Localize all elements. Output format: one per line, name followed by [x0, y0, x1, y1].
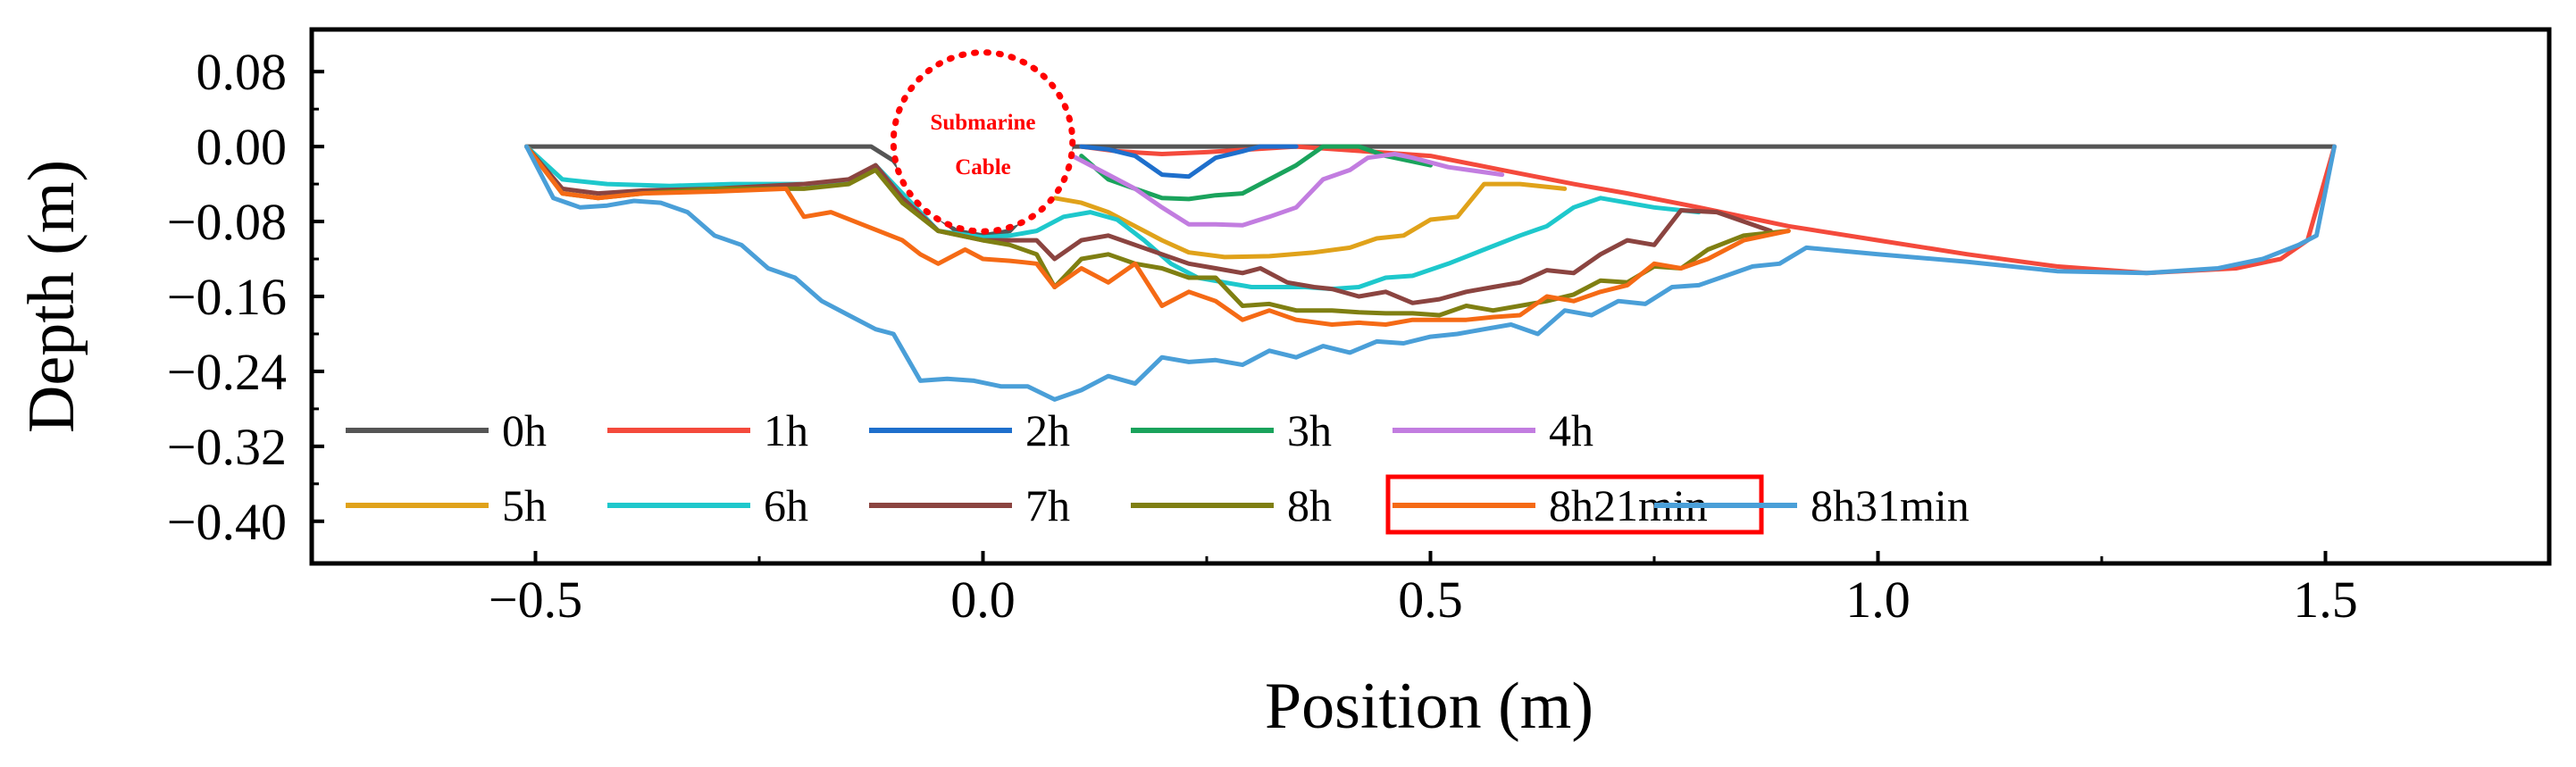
annotation-layer: Submarine Cable [890, 49, 1076, 235]
series-line-10 [524, 144, 2337, 402]
legend-label-10: 8h31min [1811, 480, 1970, 530]
y-tick-label: −0.08 [167, 193, 287, 251]
x-tick-label: 1.5 [2293, 571, 2358, 629]
cable-annotation-label: Submarine [930, 111, 1035, 135]
series-line-7 [524, 144, 1773, 305]
legend-label-5: 5h [502, 480, 547, 530]
y-tick-label: 0.08 [197, 43, 288, 101]
series-line-6 [524, 144, 1702, 292]
series-line-9 [524, 144, 1791, 327]
y-axis-title: Depth (m) [15, 160, 88, 433]
axis-ticks: −0.5 0.0 0.5 1.0 1.5 0.08 0.00 −0.08 −0.16 −0.24 −… [167, 43, 2551, 629]
legend-label-7: 7h [1025, 480, 1070, 530]
legend-label-0: 0h [502, 405, 547, 455]
series-layer [524, 144, 2337, 402]
legend-label-8: 8h [1287, 480, 1332, 530]
y-tick-label: −0.24 [167, 343, 287, 401]
series-line-2 [1079, 144, 1299, 179]
series-line-4 [1070, 152, 1505, 228]
legend-label-2: 2h [1025, 405, 1070, 455]
y-tick-label: 0.00 [197, 118, 288, 176]
y-tick-label: −0.40 [167, 493, 287, 551]
x-tick-label: 1.0 [1845, 571, 1911, 629]
cable-annotation-circle [890, 49, 1076, 235]
series-line-8 [524, 144, 1791, 318]
legend-label-1: 1h [764, 405, 808, 455]
x-tick-label: 0.5 [1398, 571, 1463, 629]
x-axis-title: Position (m) [1265, 670, 1593, 743]
cable-annotation-label: Cable [955, 155, 1011, 179]
series-line-5 [981, 181, 1568, 260]
x-tick-label: −0.5 [489, 571, 582, 629]
y-tick-label: −0.32 [167, 418, 287, 476]
legend-label-6: 6h [764, 480, 808, 530]
x-tick-label: 0.0 [950, 571, 1016, 629]
y-tick-label: −0.16 [167, 268, 287, 326]
plot-frame [309, 27, 2552, 566]
legend-label-3: 3h [1287, 405, 1332, 455]
legend-label-4: 4h [1549, 405, 1593, 455]
